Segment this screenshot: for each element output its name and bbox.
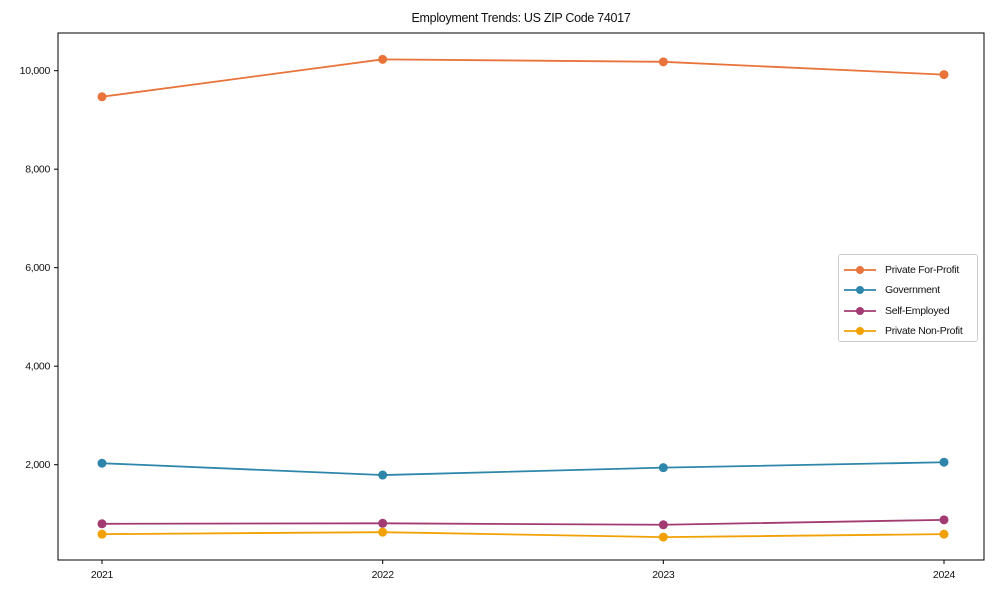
y-tick-label: 2,000 [25,459,50,471]
data-point-private-for-profit [658,57,668,67]
x-tick-label: 2024 [933,569,956,581]
legend-label-government: Government [885,284,940,297]
legend-item-self-employed: Self-Employed [843,301,977,321]
legend-dot [856,266,864,275]
data-point-private-non-profit [658,532,668,542]
chart-title: Employment Trends: US ZIP Code 74017 [411,11,631,25]
legend-item-private-non-profit: Private Non-Profit [843,321,977,341]
legend-dot [856,286,864,295]
plot-frame [57,32,985,561]
data-point-private-for-profit [378,54,388,64]
data-point-government [939,457,949,467]
data-point-self-employed [939,515,949,525]
legend-marker-self-employed [844,306,876,315]
series-line-private-for-profit [101,58,945,98]
data-point-government [97,458,107,468]
legend-dot [856,306,864,315]
data-point-private-non-profit [378,527,388,537]
legend-item-private-for-profit: Private For-Profit [843,260,977,280]
legend-label-private-for-profit: Private For-Profit [885,264,959,277]
data-point-private-for-profit [939,70,949,80]
chart-legend: Private For-Profit Government Self-Employe… [838,254,978,342]
data-point-government [658,463,668,473]
legend-marker-private-non-profit [844,326,876,335]
legend-marker-private-for-profit [844,266,876,275]
data-point-government [378,470,388,480]
series-line-private-non-profit [101,531,945,538]
y-tick-label: 6,000 [25,262,50,274]
y-tick-label: 10,000 [20,65,51,77]
data-point-private-for-profit [97,92,107,102]
data-point-self-employed [658,520,668,530]
data-point-self-employed [378,518,388,528]
legend-label-private-non-profit: Private Non-Profit [885,324,963,337]
x-tick-label: 2022 [372,569,395,581]
legend-marker-government [844,286,876,295]
data-point-self-employed [97,519,107,529]
legend-dot [856,326,864,335]
y-tick-label: 8,000 [25,164,50,176]
legend-label-self-employed: Self-Employed [885,304,950,317]
data-point-private-non-profit [939,529,949,539]
series-line-government [101,461,945,476]
y-tick-label: 4,000 [25,361,50,373]
x-tick-label: 2021 [91,569,114,581]
legend-item-government: Government [843,280,977,300]
x-tick-label: 2023 [652,569,675,581]
data-point-private-non-profit [97,529,107,539]
series-line-self-employed [101,518,945,526]
